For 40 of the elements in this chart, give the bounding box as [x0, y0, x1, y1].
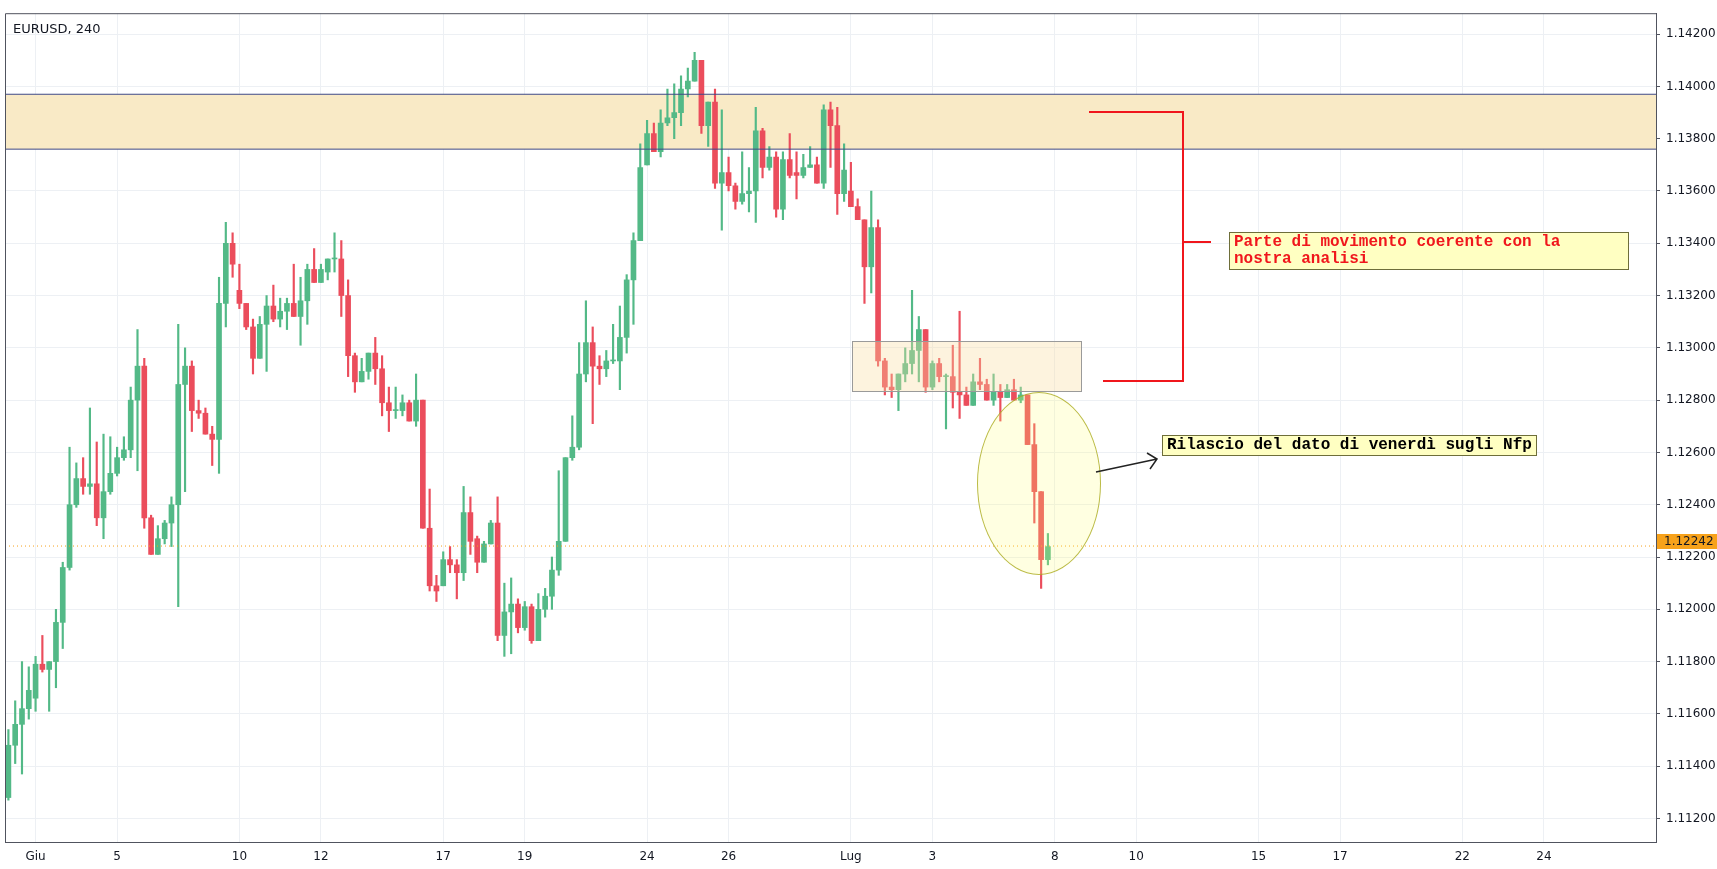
x-tick-label: 10 — [231, 849, 248, 864]
text: EURUSD, 240 — [13, 20, 101, 36]
x-tick-label: Giu — [25, 849, 46, 864]
x-tick-label: 15 — [1250, 849, 1267, 864]
x-tick-label: 17 — [1332, 849, 1348, 864]
y-tick-label: 1.12600 — [1666, 444, 1716, 459]
annotation: Rilascio del dato di venerdì sugli Nfp — [1167, 436, 1532, 454]
x-tick-label: 24 — [639, 849, 655, 864]
y-tick-label: 1.11600 — [1666, 706, 1716, 721]
x-tick-label: 24 — [1536, 849, 1552, 864]
y-tick-label: 1.14200 — [1666, 26, 1716, 41]
candlestick — [433, 574, 440, 602]
ref-line-label: 1.12242 — [1664, 533, 1714, 548]
y-tick-label: 1.13200 — [1666, 287, 1716, 302]
x-tick-label: 26 — [720, 849, 737, 864]
y-tick-label: 1.13000 — [1666, 339, 1716, 354]
annotation: Parte di movimento coerente con la nostra analisi — [1234, 233, 1561, 268]
y-tick-label: 1.12000 — [1666, 601, 1716, 616]
y-tick-label: 1.13600 — [1666, 183, 1716, 198]
y-tick-label: 1.12800 — [1666, 392, 1716, 407]
y-tick-label: 1.13800 — [1666, 130, 1716, 145]
callout-box: Rilascio del dato di venerdì sugli Nfp — [1162, 435, 1537, 456]
callout-box: Parte di movimento coerente con la nostra analisi — [1229, 232, 1629, 270]
x-tick-label: 19 — [517, 849, 533, 864]
y-tick-label: 1.11800 — [1666, 653, 1716, 668]
x-tick-label: 12 — [313, 849, 329, 864]
x-tick-label: 22 — [1454, 849, 1470, 864]
x-tick-label: Lug — [840, 849, 862, 864]
x-tick-label: 10 — [1128, 849, 1144, 864]
x-tick-label: 3 — [928, 849, 937, 864]
y-tick-label: 1.14000 — [1666, 78, 1716, 93]
x-tick-label: 17 — [435, 849, 451, 864]
candlestick — [297, 276, 304, 346]
x-tick-label: 8 — [1050, 849, 1059, 864]
y-tick-label: 1.11200 — [1666, 810, 1716, 825]
y-tick-label: 1.13400 — [1666, 235, 1716, 250]
x-tick-label: 5 — [113, 849, 121, 864]
y-tick-label: 1.11400 — [1666, 758, 1716, 773]
y-tick-label: 1.12400 — [1666, 496, 1716, 511]
y-tick-label: 1.12200 — [1666, 549, 1716, 564]
